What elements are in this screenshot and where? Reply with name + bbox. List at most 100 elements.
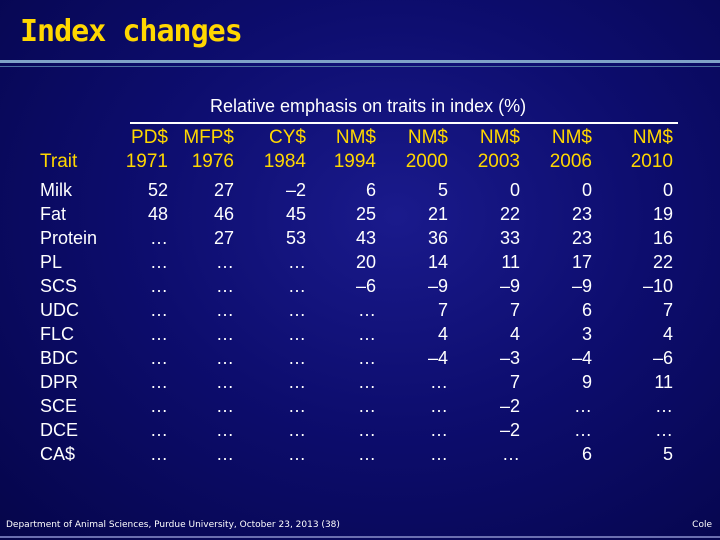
title-divider xyxy=(0,60,720,63)
title-divider-thin xyxy=(0,66,720,67)
trait-label: UDC xyxy=(40,300,79,320)
author-name: Cole xyxy=(692,520,712,530)
table-cell: 7 xyxy=(662,300,673,320)
table-cell: 6 xyxy=(581,300,592,320)
table-caption: Relative emphasis on traits in index (%) xyxy=(210,96,527,116)
table-cell: –2 xyxy=(499,420,520,440)
table-cell: 19 xyxy=(652,204,673,224)
table-cell: … xyxy=(288,372,306,392)
table-cell: … xyxy=(358,348,376,368)
column-header-name: NM$ xyxy=(335,127,376,148)
column-header-name: MFP$ xyxy=(183,127,234,148)
table-cell: 45 xyxy=(285,204,306,224)
table-cell: … xyxy=(430,444,448,464)
column-header-name: PD$ xyxy=(131,127,168,148)
table-cell: 3 xyxy=(581,324,592,344)
table-cell: 43 xyxy=(355,228,376,248)
table-cell: 22 xyxy=(499,204,520,224)
table-cell: –4 xyxy=(571,348,592,368)
trait-label: Protein xyxy=(40,228,98,248)
column-header-year: 2010 xyxy=(630,151,673,172)
slide-title: Index changes xyxy=(20,14,243,49)
column-header-year: 2000 xyxy=(405,151,448,172)
table-cell: … xyxy=(150,348,168,368)
table-cell: … xyxy=(288,348,306,368)
table-cell: … xyxy=(288,276,306,296)
table-cell: 16 xyxy=(652,228,673,248)
table-cell: … xyxy=(574,420,592,440)
table-cell: 17 xyxy=(571,252,592,272)
table-cell: … xyxy=(150,324,168,344)
trait-label: SCE xyxy=(40,396,78,416)
table-cell: … xyxy=(150,276,168,296)
table-cell: … xyxy=(216,324,234,344)
column-header-name: NM$ xyxy=(407,127,448,148)
column-header-name: NM$ xyxy=(479,127,520,148)
column-header-year: 1984 xyxy=(263,151,306,172)
table-cell: 48 xyxy=(147,204,168,224)
table-cell: … xyxy=(358,420,376,440)
table-cell: … xyxy=(216,396,234,416)
table-cell: … xyxy=(655,396,673,416)
table-cell: 23 xyxy=(571,228,592,248)
table-cell: 25 xyxy=(355,204,376,224)
table-cell: … xyxy=(288,420,306,440)
table-cell: –2 xyxy=(499,396,520,416)
table-cell: … xyxy=(358,300,376,320)
table-cell: … xyxy=(216,276,234,296)
table-cell: 6 xyxy=(365,180,376,200)
table-cell: 4 xyxy=(509,324,520,344)
table-cell: … xyxy=(150,228,168,248)
table-cell: –6 xyxy=(355,276,376,296)
table-cell: … xyxy=(216,372,234,392)
table-cell: 27 xyxy=(213,228,234,248)
table-cell: 11 xyxy=(501,252,520,272)
table-cell: … xyxy=(358,372,376,392)
table-cell: … xyxy=(288,324,306,344)
table-cell: 9 xyxy=(581,372,592,392)
table-cell: 23 xyxy=(571,204,592,224)
table-cell: 20 xyxy=(355,252,376,272)
trait-label: DPR xyxy=(40,372,79,392)
trait-column-header: Trait xyxy=(40,151,78,172)
footer-text: Department of Animal Sciences, Purdue Un… xyxy=(6,520,340,530)
table-cell: 0 xyxy=(509,180,520,200)
trait-label: DCE xyxy=(40,420,79,440)
table-cell: … xyxy=(150,444,168,464)
table-cell: 11 xyxy=(654,372,673,392)
table-cell: … xyxy=(430,372,448,392)
table-cell: 14 xyxy=(427,252,448,272)
trait-label: Milk xyxy=(40,180,72,200)
table-cell: 33 xyxy=(499,228,520,248)
table-cell: –9 xyxy=(499,276,520,296)
table-cell: 5 xyxy=(437,180,448,200)
table-cell: –9 xyxy=(427,276,448,296)
table-cell: … xyxy=(288,252,306,272)
table-cell: … xyxy=(358,324,376,344)
table-cell: … xyxy=(358,444,376,464)
column-header-year: 1976 xyxy=(191,151,234,172)
table-cell: … xyxy=(150,252,168,272)
table-cell: 0 xyxy=(581,180,592,200)
table-cell: … xyxy=(150,372,168,392)
table-cell: … xyxy=(430,396,448,416)
table-cell: –2 xyxy=(285,180,306,200)
column-header-name: CY$ xyxy=(269,127,306,148)
column-header-year: 1994 xyxy=(333,151,376,172)
table-cell: … xyxy=(655,420,673,440)
column-header-name: NM$ xyxy=(551,127,592,148)
trait-label: PL xyxy=(40,252,63,272)
table-cell: 52 xyxy=(147,180,168,200)
table-cell: 7 xyxy=(437,300,448,320)
table-cell: 36 xyxy=(427,228,448,248)
column-header-year: 2003 xyxy=(477,151,520,172)
table-cell: 22 xyxy=(652,252,673,272)
table-cell: 53 xyxy=(285,228,306,248)
table-cell: … xyxy=(288,444,306,464)
trait-label: CA$ xyxy=(40,444,76,464)
table-cell: –10 xyxy=(642,276,673,296)
table-cell: –9 xyxy=(571,276,592,296)
table-cell: … xyxy=(288,396,306,416)
table-cell: … xyxy=(150,420,168,440)
table-cell: –6 xyxy=(652,348,673,368)
